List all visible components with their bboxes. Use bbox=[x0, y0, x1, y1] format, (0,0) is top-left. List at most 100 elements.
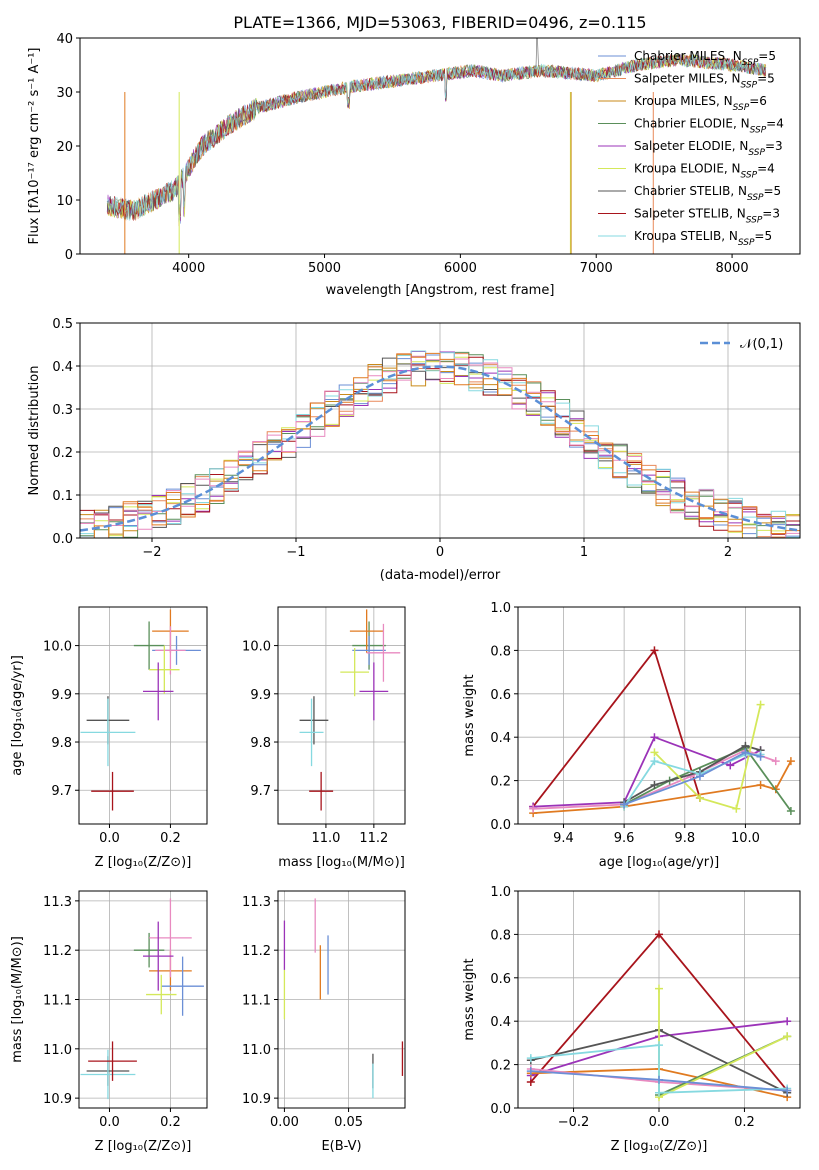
y-tick-label: 9.9 bbox=[51, 688, 72, 703]
y-tick-label: 0.5 bbox=[52, 317, 73, 332]
weight-marker bbox=[695, 772, 704, 781]
figure-title: PLATE=1366, MJD=53063, FIBERID=0496, z=0… bbox=[233, 13, 646, 32]
x-tick-label: 0.0 bbox=[99, 831, 120, 846]
y-axis-label: mass [log₁₀(M/M⊙)] bbox=[10, 936, 25, 1063]
weight-marker bbox=[529, 804, 538, 813]
axes-frame bbox=[517, 890, 801, 1109]
weight-marker bbox=[783, 1086, 792, 1095]
x-tick-label: 0.2 bbox=[160, 1115, 181, 1130]
y-tick-label: 1.0 bbox=[490, 885, 511, 900]
y-tick-label: 0.0 bbox=[490, 818, 511, 833]
y-tick-label: 11.1 bbox=[43, 994, 72, 1009]
normal-curve bbox=[79, 365, 801, 532]
weight-line bbox=[653, 704, 762, 810]
x-tick-label: 10.0 bbox=[731, 831, 760, 846]
weight-marker bbox=[650, 748, 659, 757]
weight-marker bbox=[526, 1054, 535, 1063]
axes-frame bbox=[79, 322, 801, 539]
y-tick-label: 0.4 bbox=[490, 1015, 511, 1030]
weight-marker bbox=[655, 1041, 663, 1050]
weight-line bbox=[623, 751, 761, 806]
weight-marker bbox=[783, 1032, 792, 1041]
weight-marker bbox=[756, 700, 765, 709]
y-tick-label: 11.2 bbox=[242, 944, 271, 959]
weight-vs-age-panel: 9.4 9.6 9.8 10.0 0.0 0.2 0.4 0.6 0.8 1.0 age [log₁… bbox=[462, 601, 801, 870]
mass-vs-ebv-panel: 0.00 0.05 10.9 11.0 11.1 11.2 11.3 E(B-V) bbox=[242, 890, 406, 1154]
x-tick-label: 1 bbox=[580, 545, 588, 560]
weight-marker bbox=[695, 793, 704, 802]
y-tick-label: 11.3 bbox=[242, 895, 271, 910]
y-tick-label: 0.0 bbox=[490, 1102, 511, 1117]
weight-marker bbox=[756, 780, 765, 789]
x-tick-label: −0.2 bbox=[558, 1115, 590, 1130]
y-tick-label: 0.2 bbox=[52, 446, 73, 461]
spectrum-panel: 4000 5000 6000 7000 8000 0 10 20 30 40 wavelength … bbox=[27, 32, 801, 298]
x-tick-label: 0.2 bbox=[734, 1115, 755, 1130]
weight-marker bbox=[786, 806, 795, 815]
weight-marker bbox=[786, 757, 795, 766]
y-tick-label: 40 bbox=[56, 32, 73, 47]
y-axis-label: age [log₁₀(age/yr)] bbox=[10, 655, 25, 776]
y-tick-label: 10.9 bbox=[43, 1092, 72, 1107]
x-axis-label: age [log₁₀(age/yr)] bbox=[599, 855, 720, 870]
weight-marker bbox=[655, 1088, 663, 1097]
y-tick-label: 10.9 bbox=[242, 1092, 271, 1107]
x-tick-label: 4000 bbox=[172, 261, 205, 276]
y-tick-label: 9.8 bbox=[250, 736, 271, 751]
y-tick-label: 0.2 bbox=[490, 775, 511, 790]
y-tick-label: 9.7 bbox=[51, 784, 72, 799]
y-tick-label: 0.3 bbox=[52, 403, 73, 418]
x-tick-label: 9.6 bbox=[614, 831, 635, 846]
x-tick-label: 0.00 bbox=[270, 1115, 299, 1130]
y-tick-label: 10.0 bbox=[43, 640, 72, 655]
x-tick-label: 11.2 bbox=[359, 831, 388, 846]
y-tick-label: 0.4 bbox=[52, 360, 73, 375]
y-tick-label: 10.0 bbox=[242, 640, 271, 655]
x-axis-label: (data-model)/error bbox=[380, 568, 501, 583]
weight-marker bbox=[620, 800, 629, 809]
weight-marker bbox=[756, 752, 765, 761]
y-tick-label: 1.0 bbox=[490, 601, 511, 616]
x-tick-label: 0.2 bbox=[160, 831, 181, 846]
axes-frame bbox=[79, 37, 801, 255]
x-tick-label: 0 bbox=[436, 545, 444, 560]
x-tick-label: 0.0 bbox=[649, 1115, 670, 1130]
weight-vs-metallicity-panel: −0.2 0.0 0.2 0.0 0.2 0.4 0.6 0.8 1.0 Z [log₁₀(Z/Z… bbox=[462, 885, 801, 1154]
weight-marker bbox=[732, 804, 741, 813]
spectrum-line bbox=[106, 37, 767, 220]
weight-marker bbox=[741, 748, 750, 757]
age-vs-metallicity-panel: 0.0 0.2 9.7 9.8 9.9 10.0 Z [log₁₀(Z/Z⊙)] age [l… bbox=[10, 606, 208, 870]
weight-marker bbox=[650, 646, 659, 655]
y-axis-label: Normed distribution bbox=[27, 366, 42, 496]
y-tick-label: 20 bbox=[56, 140, 73, 155]
weight-marker bbox=[655, 984, 663, 993]
mass-vs-metallicity-panel: 0.0 0.2 10.9 11.0 11.1 11.2 11.3 Z [log₁₀(Z/Z⊙)… bbox=[10, 890, 208, 1154]
weight-marker bbox=[655, 930, 663, 939]
y-tick-label: 11.2 bbox=[43, 944, 72, 959]
histogram-step bbox=[80, 356, 800, 539]
x-tick-label: 7000 bbox=[580, 261, 613, 276]
x-tick-label: 6000 bbox=[444, 261, 477, 276]
y-tick-label: 0.0 bbox=[52, 532, 73, 547]
y-tick-label: 11.1 bbox=[242, 994, 271, 1009]
y-tick-label: 0.2 bbox=[490, 1059, 511, 1074]
y-tick-label: 9.7 bbox=[250, 784, 271, 799]
x-tick-label: 9.8 bbox=[674, 831, 695, 846]
axes-frame bbox=[277, 890, 406, 1109]
axes-frame bbox=[78, 606, 208, 825]
y-tick-label: 0.8 bbox=[490, 644, 511, 659]
y-tick-label: 0.6 bbox=[490, 688, 511, 703]
legend-entry: 𝒩(0,1) bbox=[740, 337, 783, 352]
y-tick-label: 0 bbox=[65, 248, 73, 263]
y-axis-label: Flux [fλ10⁻¹⁷ erg cm⁻² s⁻¹ A⁻¹] bbox=[27, 48, 42, 245]
y-tick-label: 11.0 bbox=[43, 1043, 72, 1058]
x-tick-label: −1 bbox=[286, 545, 305, 560]
weight-marker bbox=[650, 733, 659, 742]
x-tick-label: 0.05 bbox=[334, 1115, 363, 1130]
x-tick-label: −2 bbox=[142, 545, 161, 560]
legend-entry: Chabrier ELODIE, NSSP=4 bbox=[634, 117, 784, 136]
y-tick-label: 0.6 bbox=[490, 972, 511, 987]
x-tick-label: 5000 bbox=[308, 261, 341, 276]
axes-frame bbox=[517, 606, 801, 825]
histogram-step bbox=[80, 355, 800, 539]
